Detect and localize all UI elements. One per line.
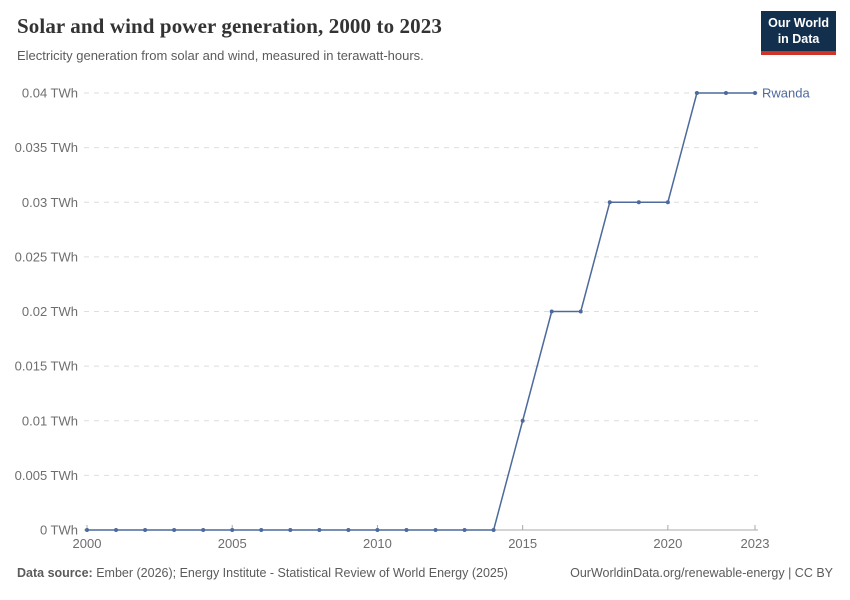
owid-url-link[interactable]: OurWorldinData.org/renewable-energy (570, 566, 785, 580)
y-axis-tick-label: 0.03 TWh (22, 195, 78, 210)
data-source-note: Data source: Ember (2026); Energy Instit… (17, 566, 508, 580)
x-axis-tick-label: 2023 (741, 536, 770, 551)
chart-header: Solar and wind power generation, 2000 to… (17, 11, 836, 64)
data-point (694, 91, 699, 95)
owid-logo-text-line2: in Data (777, 31, 820, 46)
x-axis-tick-label: 2000 (73, 536, 102, 551)
y-axis-tick-label: 0.005 TWh (15, 468, 78, 483)
series-line (87, 92, 755, 531)
data-point (607, 200, 612, 205)
chart-footer: Data source: Ember (2026); Energy Instit… (17, 566, 833, 580)
data-point (346, 528, 351, 532)
footer-separator: | (784, 566, 795, 580)
data-point (114, 528, 119, 532)
data-point (665, 200, 670, 205)
owid-logo[interactable]: Our World in Data (761, 11, 836, 56)
chart-title: Solar and wind power generation, 2000 to… (17, 14, 442, 38)
footer-links: OurWorldinData.org/renewable-energy | CC… (570, 566, 833, 580)
data-point (317, 528, 322, 532)
data-point (636, 200, 641, 205)
x-axis-tick-label: 2020 (653, 536, 682, 551)
data-point (288, 528, 293, 532)
license-label: CC BY (794, 566, 833, 580)
line-chart[interactable]: 0 TWh 0.005 TWh 0.01 TWh 0.015 TWh 0.02 TWh 0… (0, 85, 850, 565)
chart-subtitle: Electricity generation from solar and wi… (17, 48, 424, 64)
x-axis-tick-label: 2015 (508, 536, 537, 551)
data-source-label: Data source: (17, 566, 93, 580)
y-axis-tick-label: 0.01 TWh (22, 413, 78, 428)
data-point (723, 91, 728, 95)
y-axis-tick-label: 0.015 TWh (15, 359, 78, 374)
data-source-text: Ember (2026); Energy Institute - Statist… (96, 566, 508, 580)
y-axis-tick-label: 0.025 TWh (15, 249, 78, 264)
data-point (753, 91, 757, 95)
data-point (491, 528, 496, 532)
data-point (375, 528, 380, 532)
data-point (549, 309, 554, 314)
y-axis-tick-label: 0.04 TWh (22, 86, 78, 101)
data-point (201, 528, 206, 532)
owid-logo-text-line1: Our World (768, 16, 829, 30)
data-point (143, 528, 148, 532)
series-label: Rwanda (762, 86, 810, 101)
data-point (404, 528, 409, 532)
data-point (433, 528, 438, 532)
x-axis-tick-label: 2010 (363, 536, 392, 551)
data-point (230, 528, 235, 532)
data-point (462, 528, 467, 532)
data-point (578, 309, 583, 314)
y-axis-tick-label: 0.035 TWh (15, 140, 78, 155)
data-point (85, 528, 89, 532)
y-axis-tick-label: 0.02 TWh (22, 304, 78, 319)
data-point (172, 528, 177, 532)
chart-canvas: 0 TWh 0.005 TWh 0.01 TWh 0.015 TWh 0.02 TWh 0… (15, 86, 811, 552)
x-axis-tick-label: 2005 (218, 536, 247, 551)
data-point (520, 418, 525, 423)
y-axis-tick-label: 0 TWh (40, 523, 78, 538)
data-point (259, 528, 264, 532)
